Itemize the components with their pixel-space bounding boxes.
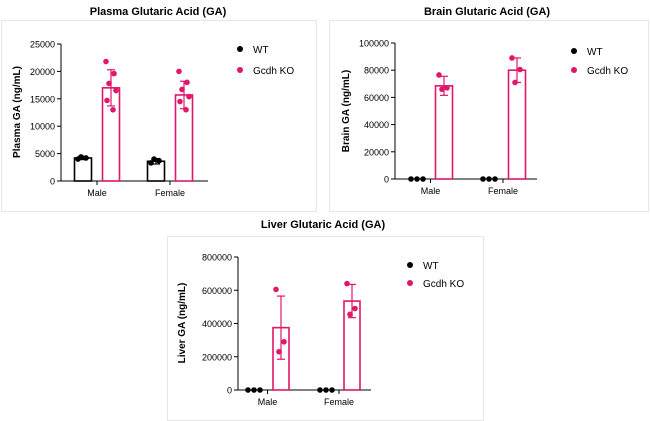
brain-data-point xyxy=(439,86,445,93)
liver-data-point xyxy=(273,286,279,293)
liver-data-point xyxy=(257,387,263,393)
plasma-data-point xyxy=(111,70,117,77)
liver-data-point xyxy=(329,387,335,393)
plasma-x-tick-label: Male xyxy=(87,188,107,198)
plasma-y-axis-label: Plasma GA (ng/mL) xyxy=(12,66,23,158)
liver-chart: 0 200000 400000 600000 800000 Liver GA (ng/mL… xyxy=(177,253,464,408)
liver-y-tick-label: 800000 xyxy=(202,253,232,263)
brain-data-point xyxy=(408,176,414,182)
brain-data-point xyxy=(420,176,426,182)
liver-x-tick-label: Male xyxy=(258,397,278,407)
plasma-data-point xyxy=(78,154,84,160)
brain-legend-marker xyxy=(571,48,577,54)
liver-data-point xyxy=(245,387,251,393)
plasma-chart: 0 5000 10000 15000 20000 25000 Plasma GA (ng/m… xyxy=(12,40,294,199)
plasma-y-tick-label: 15000 xyxy=(30,94,55,104)
plasma-chart-panel xyxy=(1,20,317,212)
brain-y-tick-label: 0 xyxy=(384,175,389,185)
liver-legend-marker xyxy=(407,280,413,286)
plasma-data-point xyxy=(151,156,157,162)
liver-data-point xyxy=(281,338,287,345)
liver-x-tick-label: Female xyxy=(324,397,354,407)
brain-bar xyxy=(434,85,454,180)
brain-legend-label: WT xyxy=(587,47,603,58)
brain-data-point xyxy=(480,176,486,182)
liver-data-point xyxy=(347,311,353,318)
plasma-data-point xyxy=(110,106,116,113)
plasma-data-point xyxy=(106,80,112,87)
brain-data-point xyxy=(517,66,523,73)
plasma-legend-marker xyxy=(237,67,243,73)
liver-data-point xyxy=(352,305,358,312)
plasma-data-point xyxy=(177,98,183,105)
liver-data-point xyxy=(276,348,282,355)
brain-data-point xyxy=(414,176,420,182)
liver-y-tick-label: 600000 xyxy=(202,286,232,296)
brain-y-axis-label: Brain GA (ng/mL) xyxy=(341,70,352,152)
brain-data-point xyxy=(436,72,442,78)
brain-x-tick-label: Female xyxy=(488,186,518,196)
liver-legend-marker xyxy=(407,262,413,268)
liver-legend-label: Gcdh KO xyxy=(423,279,464,290)
plasma-y-tick-label: 10000 xyxy=(30,122,55,132)
brain-y-tick-label: 40000 xyxy=(364,120,389,130)
plasma-y-tick-label: 20000 xyxy=(30,67,55,77)
plasma-chart-title: Plasma Glutaric Acid (GA) xyxy=(89,6,227,18)
liver-y-tick-label: 0 xyxy=(227,386,232,396)
brain-data-point xyxy=(444,85,450,91)
plasma-x-tick-label: Female xyxy=(155,188,185,198)
plasma-data-point xyxy=(183,106,189,113)
brain-chart-title: Brain Glutaric Acid (GA) xyxy=(423,6,551,18)
plasma-data-point xyxy=(184,79,190,86)
plasma-data-point xyxy=(113,87,119,94)
brain-legend-label: Gcdh KO xyxy=(587,66,628,77)
liver-y-tick-label: 400000 xyxy=(202,319,232,329)
brain-x-tick-label: Male xyxy=(421,186,441,196)
liver-chart-title: Liver Glutaric Acid (GA) xyxy=(260,219,386,231)
plasma-data-point xyxy=(103,58,109,65)
brain-legend-marker xyxy=(571,67,577,73)
plasma-data-point xyxy=(186,93,192,100)
liver-legend-label: WT xyxy=(423,261,439,272)
plasma-y-tick-label: 5000 xyxy=(35,149,55,159)
plasma-data-point xyxy=(176,68,182,75)
liver-data-point xyxy=(344,280,350,287)
liver-y-axis-label: Liver GA (ng/mL) xyxy=(177,283,188,364)
plasma-data-point xyxy=(83,155,89,161)
brain-bar xyxy=(507,69,527,180)
liver-data-point xyxy=(323,387,329,393)
brain-data-point xyxy=(492,176,498,182)
plasma-legend-label: WT xyxy=(253,45,269,56)
brain-data-point xyxy=(509,55,515,61)
liver-data-point xyxy=(317,387,323,393)
plasma-data-point xyxy=(148,160,154,166)
brain-data-point xyxy=(486,176,492,182)
brain-y-tick-label: 20000 xyxy=(364,147,389,157)
plasma-y-tick-label: 25000 xyxy=(30,40,55,50)
brain-data-point xyxy=(512,79,518,86)
liver-data-point xyxy=(251,387,257,393)
brain-y-tick-label: 100000 xyxy=(359,39,389,49)
plasma-y-tick-label: 0 xyxy=(50,177,55,187)
brain-y-tick-label: 80000 xyxy=(364,66,389,76)
plasma-data-point xyxy=(179,86,185,93)
plasma-legend-marker xyxy=(237,46,243,52)
plasma-data-point xyxy=(104,97,110,104)
brain-chart: 0 20000 40000 60000 80000 100000 Brain GA (ng/… xyxy=(341,39,628,197)
plasma-legend-label: Gcdh KO xyxy=(253,66,294,77)
brain-y-tick-label: 60000 xyxy=(364,93,389,103)
plasma-data-point xyxy=(156,157,162,164)
liver-y-tick-label: 200000 xyxy=(202,352,232,362)
